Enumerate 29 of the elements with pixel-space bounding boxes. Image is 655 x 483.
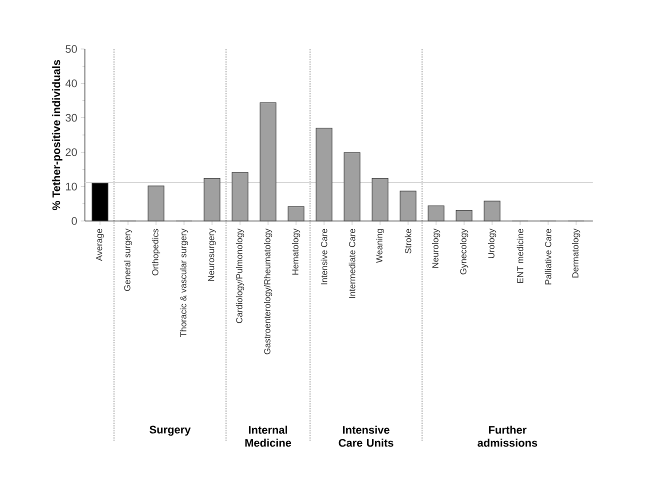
text: Internal Medicine	[245, 426, 292, 447]
x-tick-label: Orthopedics	[152, 228, 160, 276]
y-tick-label: 0	[72, 217, 77, 225]
x-tick-label: Intensive Care	[320, 228, 328, 284]
x-tick-label: General surgery	[124, 228, 132, 291]
y-tick-label: 50	[66, 45, 77, 53]
x-tick-label: Urology	[488, 228, 496, 258]
x-tick-label: ENT medicine	[516, 228, 524, 283]
text: Further admissions	[478, 426, 538, 447]
x-tick-label: Hematology	[292, 228, 300, 275]
y-tick-label: 20	[66, 148, 77, 156]
x-tick-label: Gynecology	[460, 228, 468, 274]
x-tick-label: Average	[96, 228, 104, 261]
x-tick-label: Cardiology/Pulmonology	[236, 228, 244, 324]
text: Intensive Care Units	[338, 426, 394, 447]
x-tick-label: Palliative Care	[544, 228, 552, 284]
y-tick-label: 40	[65, 80, 77, 88]
x-tick-label: Dermatology	[572, 228, 580, 278]
y-tick-label: 10	[66, 182, 77, 190]
text: Surgery	[150, 426, 191, 436]
x-tick-label: Thoracic & vascular surgery	[180, 228, 188, 337]
x-tick-label: Intermediate Care	[348, 228, 356, 298]
x-tick-label: Neurology	[432, 228, 440, 268]
y-axis-title: % Tether-positive individuals	[52, 60, 62, 210]
x-tick-label: Weaning	[376, 229, 384, 263]
x-tick-label: Stroke	[404, 228, 412, 254]
x-tick-label: Neurosurgery	[208, 228, 216, 281]
x-tick-label: Gastroenterology/Rheumatology	[264, 228, 272, 354]
y-tick-label: 30	[66, 114, 77, 122]
